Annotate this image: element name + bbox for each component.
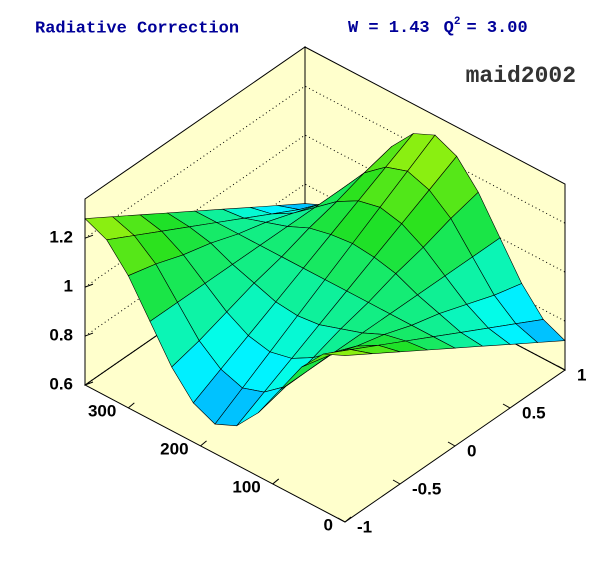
z-tick-label: 0.6: [49, 374, 73, 393]
chart-subtitle: W = 1.43 Q2 = 3.00: [348, 16, 528, 39]
y-tick: [392, 479, 401, 485]
y-tick-label: -1: [357, 517, 372, 536]
subtitle-part: Q: [444, 19, 454, 38]
z-tick: [84, 381, 94, 386]
y-tick: [337, 517, 346, 523]
subtitle-part: W = 1.43: [348, 19, 430, 38]
surface-cell: [323, 349, 373, 356]
y-tick-label: 1: [577, 365, 586, 384]
z-tick: [84, 332, 94, 337]
y-tick-label: 0.5: [522, 403, 546, 422]
x-tick: [200, 440, 207, 447]
x-tick-label: 100: [232, 477, 260, 496]
chart-title: Radiative Correction: [35, 19, 239, 38]
y-tick: [557, 365, 566, 371]
y-tick: [502, 403, 511, 409]
z-tick-label: 1: [64, 277, 73, 296]
y-tick-label: 0: [467, 441, 476, 460]
x-tick-label: 200: [160, 439, 188, 458]
subtitle-part: 2: [454, 16, 461, 28]
z-tick-label: 1.2: [49, 228, 73, 247]
z-tick: [84, 234, 94, 239]
y-tick-label: -0.5: [412, 479, 441, 498]
z-tick-label: 0.8: [49, 326, 73, 345]
x-tick: [128, 402, 135, 409]
x-tick: [344, 516, 352, 523]
subtitle-part: = 3.00: [466, 19, 527, 38]
x-tick: [272, 478, 280, 485]
annotation: maid2002: [466, 63, 576, 89]
z-tick: [84, 283, 94, 288]
y-tick: [447, 441, 456, 447]
x-tick-label: 300: [88, 401, 116, 420]
x-tick-label: 0: [324, 515, 333, 534]
